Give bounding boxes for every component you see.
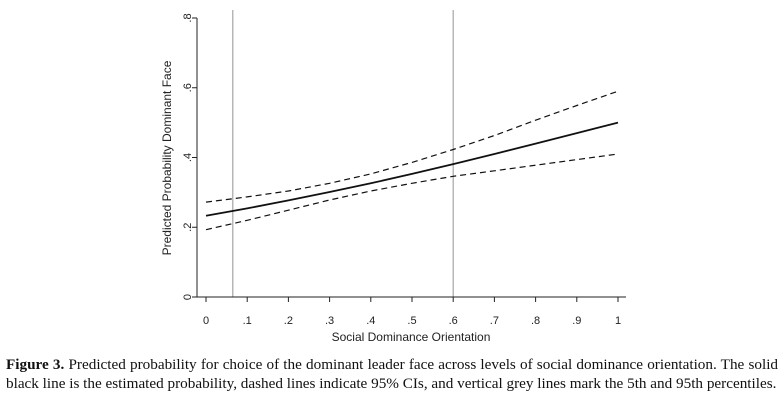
- x-tick-label: .8: [531, 315, 540, 327]
- x-axis-label: Social Dominance Orientation: [332, 330, 491, 344]
- x-tick-label: .5: [407, 315, 416, 327]
- reference-lines: [232, 10, 454, 297]
- x-tick-label: 1: [615, 315, 621, 327]
- x-tick-label: .1: [243, 315, 252, 327]
- y-tick-label: .6: [182, 83, 194, 92]
- y-axis-label: Predicted Probability Dominant Face: [160, 60, 174, 255]
- x-tick-label: .3: [325, 315, 334, 327]
- x-tick-label: .6: [449, 315, 458, 327]
- axes: 0 .2 .4 .6 .8 0 .1 .2 .3 .4 .5 .6 .7 .8 .9 1: [182, 13, 626, 327]
- y-tick-label: .8: [182, 13, 194, 22]
- y-tick-label: .4: [182, 153, 194, 162]
- x-tick-label: .9: [572, 315, 581, 327]
- x-tick-label: .7: [490, 315, 499, 327]
- estimate-line-0: [205, 121, 619, 217]
- x-tick-label: .4: [366, 315, 375, 327]
- figure-label: Figure 3.: [6, 356, 65, 373]
- series-group: [205, 90, 619, 231]
- ci-line-2: [205, 153, 619, 231]
- y-tick-label: .2: [182, 223, 194, 232]
- figure-caption: Figure 3. Predicted probability for choi…: [6, 355, 778, 393]
- x-tick-label: 0: [203, 315, 209, 327]
- caption-text: Predicted probability for choice of the …: [6, 356, 779, 392]
- chart: 0 .2 .4 .6 .8 0 .1 .2 .3 .4 .5 .6 .7 .8 .9 1 Predicted …: [160, 10, 626, 344]
- chart-svg: 0 .2 .4 .6 .8 0 .1 .2 .3 .4 .5 .6 .7 .8 .9 1 Predicted …: [160, 10, 626, 344]
- x-tick-label: .2: [284, 315, 293, 327]
- ci-line-1: [205, 90, 619, 203]
- y-tick-label: 0: [182, 294, 194, 300]
